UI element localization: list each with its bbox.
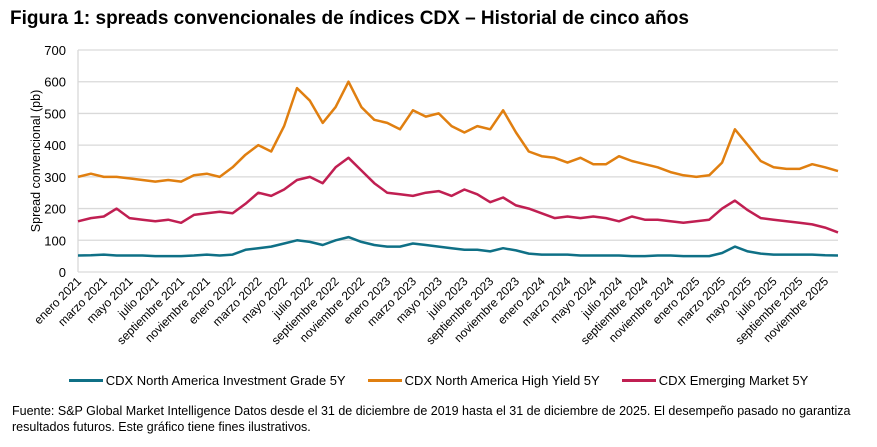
legend-item-ig: CDX North America Investment Grade 5Y (68, 373, 346, 388)
y-tick-label: 500 (44, 106, 66, 121)
y-tick-label: 100 (44, 233, 66, 248)
legend-label-ig: CDX North America Investment Grade 5Y (105, 373, 346, 388)
legend-swatch-em (621, 379, 656, 382)
legend: CDX North America Investment Grade 5Y CD… (0, 373, 877, 388)
series-line-em (77, 156, 839, 234)
legend-item-hy: CDX North America High Yield 5Y (367, 373, 600, 388)
legend-item-em: CDX Emerging Market 5Y (621, 373, 809, 388)
y-tick-label: 700 (44, 43, 66, 58)
legend-label-hy: CDX North America High Yield 5Y (404, 373, 600, 388)
y-tick-label: 300 (44, 170, 66, 185)
y-tick-label: 200 (44, 202, 66, 217)
series-line-ig (77, 235, 839, 258)
chart-title: Figura 1: spreads convencionales de índi… (10, 8, 689, 29)
legend-swatch-ig (68, 379, 103, 382)
y-tick-label: 400 (44, 138, 66, 153)
series-line-hy (77, 80, 839, 183)
line-chart: 0 100 200 300 400 500 600 700 Spread convenciona… (29, 43, 839, 347)
footnote: Fuente: S&P Global Market Intelligence D… (12, 404, 851, 434)
y-tick-label: 0 (59, 265, 66, 280)
legend-swatch-hy (367, 379, 402, 382)
y-axis-label: Spread convencional (pb) (29, 90, 43, 232)
y-tick-label: 600 (44, 75, 66, 90)
legend-label-em: CDX Emerging Market 5Y (658, 373, 809, 388)
